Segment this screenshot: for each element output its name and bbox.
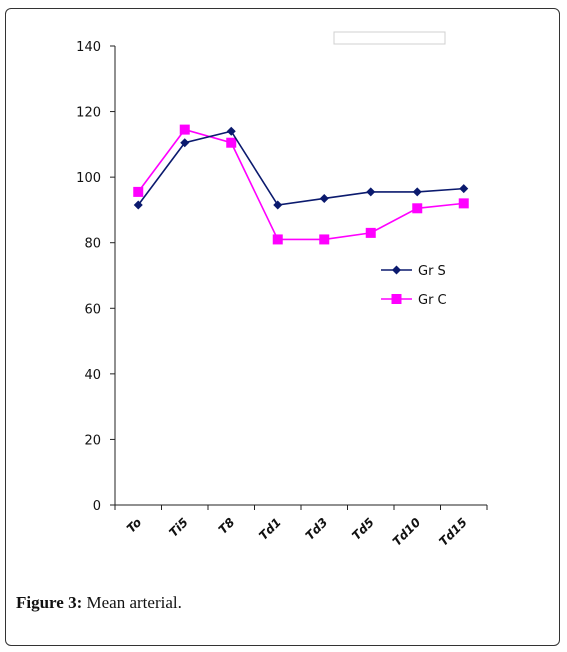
data-point-gr-c bbox=[412, 203, 423, 214]
x-tick-label: Ti5 bbox=[166, 515, 191, 540]
y-tick-label: 0 bbox=[93, 499, 101, 514]
data-point-gr-s bbox=[180, 138, 190, 148]
y-tick-label: 100 bbox=[76, 171, 101, 186]
chart-legend: Gr S Gr C bbox=[381, 264, 447, 308]
data-point-gr-s bbox=[366, 187, 376, 197]
data-point-gr-s bbox=[133, 200, 143, 210]
y-tick-label: 20 bbox=[84, 433, 101, 448]
chart-blank-box bbox=[333, 31, 446, 45]
series-gr-s bbox=[133, 126, 469, 210]
y-axis-ticks: 0 20 40 60 80 100 120 140 bbox=[76, 40, 115, 514]
series-line-gr-c bbox=[137, 128, 464, 241]
x-tick-label: Td15 bbox=[436, 515, 470, 549]
caption-label: Figure 3: bbox=[16, 593, 83, 612]
data-point-gr-s bbox=[459, 184, 469, 194]
y-tick-label: 40 bbox=[84, 368, 101, 383]
data-point-gr-c bbox=[458, 198, 469, 209]
y-tick-label: 120 bbox=[76, 106, 101, 121]
legend-marker-gr-c bbox=[391, 294, 402, 304]
y-tick-label: 80 bbox=[84, 237, 101, 252]
legend-label-gr-s: Gr S bbox=[418, 264, 446, 279]
data-point-gr-c bbox=[179, 124, 190, 135]
x-tick-label: Td5 bbox=[349, 515, 377, 543]
figure-frame bbox=[5, 8, 560, 646]
data-point-gr-c bbox=[226, 137, 237, 148]
x-tick-label: To bbox=[124, 515, 144, 535]
chart-series bbox=[133, 124, 469, 245]
data-point-gr-s bbox=[273, 200, 283, 210]
data-point-gr-s bbox=[412, 187, 422, 197]
x-tick-label: T8 bbox=[216, 515, 238, 537]
x-tick-label: Td10 bbox=[390, 515, 424, 549]
series-gr-c bbox=[133, 124, 469, 245]
x-tick-label: Td3 bbox=[303, 515, 331, 543]
data-point-gr-c bbox=[365, 227, 376, 238]
x-tick-label: Td1 bbox=[256, 515, 284, 543]
data-point-gr-c bbox=[319, 234, 330, 245]
data-point-gr-s bbox=[319, 193, 329, 203]
data-point-gr-c bbox=[133, 186, 144, 197]
data-point-gr-s bbox=[226, 126, 236, 136]
x-axis-ticks: To Ti5 T8 Td1 Td3 Td5 Td10 Td15 bbox=[114, 505, 488, 549]
figure-caption: Figure 3: Mean arterial. bbox=[16, 593, 182, 613]
data-point-gr-c bbox=[272, 234, 283, 245]
y-tick-label: 60 bbox=[84, 302, 101, 317]
legend-marker-gr-s bbox=[392, 265, 401, 275]
legend-label-gr-c: Gr C bbox=[418, 293, 447, 308]
caption-text: Mean arterial. bbox=[86, 593, 182, 612]
y-tick-label: 140 bbox=[76, 40, 101, 55]
series-line-gr-s bbox=[137, 130, 464, 206]
